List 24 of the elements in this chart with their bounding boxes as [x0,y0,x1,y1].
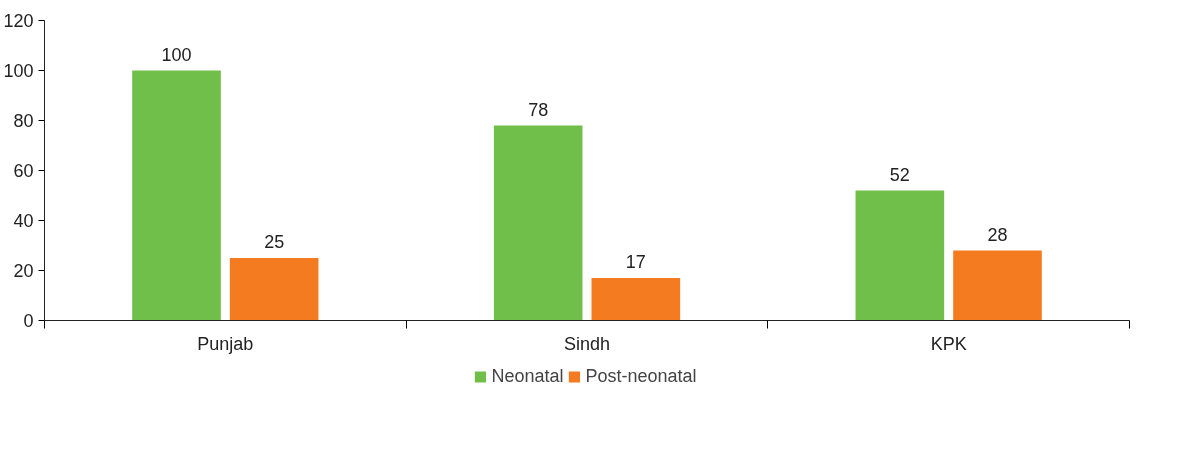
bar [855,190,945,321]
bar [132,70,221,321]
y-tick-label: 100 [3,61,34,81]
bar [953,250,1042,321]
bar [493,125,583,321]
y-tick-label: 20 [13,261,34,281]
data-label: 78 [528,99,549,120]
data-label: 100 [161,44,192,65]
x-tick-label: KPK [930,333,967,354]
y-tick-label: 80 [13,111,34,131]
y-tick-label: 60 [13,161,34,181]
legend-label: Post-neonatal [585,365,697,387]
x-tick-label: Sindh [563,333,611,354]
y-tick-label: 40 [13,211,34,231]
bar [591,278,681,321]
legend-label: Neonatal [491,365,564,387]
y-tick-label: 120 [3,11,34,31]
x-tick-label: Punjab [197,333,254,354]
data-label: 28 [987,224,1008,245]
data-label: 17 [625,252,646,272]
bar [229,258,319,321]
data-label: 52 [889,164,910,185]
data-label: 25 [264,232,285,252]
y-tick-label: 0 [23,311,34,331]
